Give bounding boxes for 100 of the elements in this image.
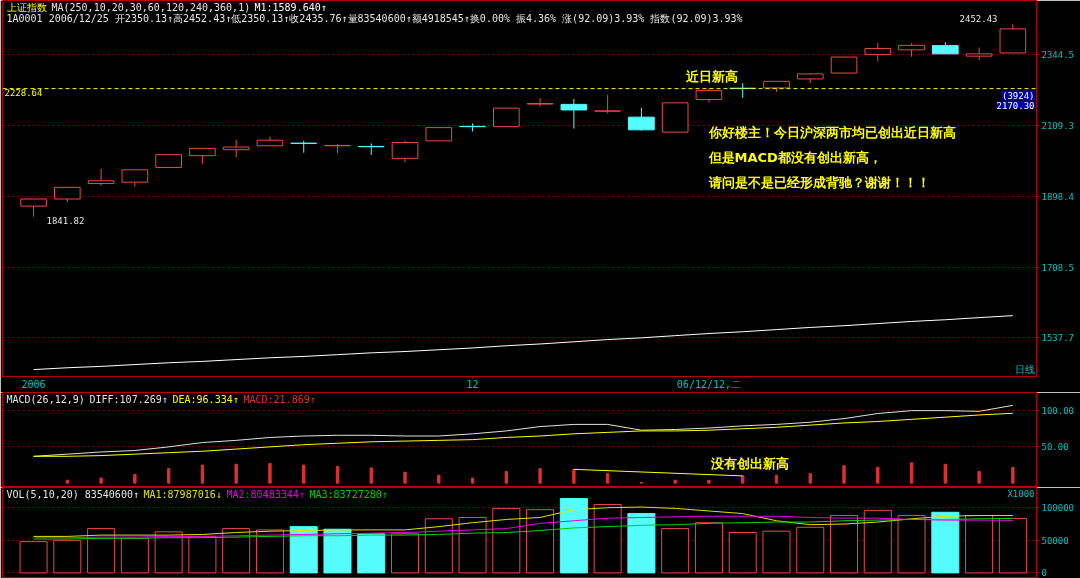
- x-tick-label: 2006: [21, 378, 46, 390]
- x-tick-label: 06/12/12,二: [676, 378, 742, 390]
- annotation: 没有创出新高: [709, 455, 789, 471]
- bar: [538, 468, 542, 484]
- annotation: 请问是不是已经形成背驰？谢谢！！！: [707, 174, 930, 190]
- annotation: 近日新高: [684, 68, 738, 84]
- bar: [876, 466, 880, 484]
- y-tick-label: 100000: [1041, 503, 1075, 514]
- line-series: [33, 506, 1014, 537]
- line-series: [33, 404, 1014, 457]
- annotation: 2452.43: [959, 13, 998, 24]
- bar: [673, 479, 677, 484]
- line-series: [33, 412, 1014, 457]
- bar: [200, 464, 205, 484]
- bar: [605, 473, 610, 484]
- bar: [909, 462, 914, 484]
- candlestick: [526, 97, 554, 108]
- y-tick-label: 1537.7: [1041, 333, 1075, 344]
- bar: [830, 515, 859, 574]
- bar: [437, 474, 441, 484]
- bar: [302, 464, 306, 484]
- annotation: 你好楼主！今日沪深两市均已创出近日新高: [707, 124, 956, 140]
- bar: [222, 528, 251, 574]
- bar: [694, 522, 723, 574]
- y-tick-label: 1898.4: [1041, 191, 1075, 202]
- bar: [931, 511, 960, 574]
- bar: [842, 465, 846, 484]
- bar: [572, 468, 576, 484]
- bar: [99, 477, 103, 484]
- bar: [808, 473, 812, 484]
- ref-line-label: 2228.64: [4, 87, 43, 98]
- chart-title: 上证指数: [6, 1, 47, 13]
- candlestick: [560, 98, 588, 130]
- bar: [774, 474, 779, 484]
- bar: [863, 509, 892, 574]
- y-tick-label: 50000: [1041, 535, 1069, 546]
- bar: [53, 539, 82, 574]
- bar: [289, 526, 318, 574]
- bar: [133, 473, 137, 484]
- bar: [897, 515, 926, 574]
- line-series: [33, 315, 1014, 371]
- candlestick: [594, 94, 621, 114]
- annotation: 日线: [1014, 363, 1035, 375]
- y-tick-label: 2109.3: [1041, 121, 1075, 132]
- chart-title: VOL(5,10,20) 83540600↑: [6, 488, 139, 500]
- bar: [369, 467, 373, 484]
- bar: [741, 475, 745, 484]
- bar: [188, 535, 217, 574]
- bar: [391, 533, 420, 574]
- bar: [998, 517, 1027, 574]
- y-tick-label: 1708.5: [1041, 262, 1075, 273]
- bar: [627, 513, 656, 574]
- bar: [707, 479, 711, 484]
- bar: [166, 468, 171, 484]
- bar: [977, 471, 981, 484]
- y-tick-label: 100.00: [1041, 406, 1075, 417]
- bar: [470, 477, 475, 484]
- bar: [1011, 466, 1015, 484]
- candlestick: [87, 168, 115, 187]
- bar: [492, 507, 521, 574]
- text: DIFF:107.269↑: [89, 393, 168, 405]
- bar: [458, 517, 487, 574]
- bar: [661, 528, 690, 574]
- y-tick-label: 2344.5: [1041, 50, 1075, 61]
- bar: [357, 533, 386, 574]
- bar: [943, 463, 948, 484]
- annotation: 1A0001 2006/12/25 开2350.13↑高2452.43↑低2350.13↑收2435.76↑量83540600↑额4918545↑换0.00% 振4.36% 涨(92.09)3.93% 指数(92.09)3.93%: [6, 12, 743, 24]
- annotation: X1000: [1007, 488, 1035, 499]
- bar: [504, 471, 509, 484]
- annotation: 2170.30: [996, 100, 1035, 111]
- text: MA2:80483344↑: [226, 488, 305, 500]
- text: M1:1589.640↑: [254, 1, 327, 13]
- bar: [424, 518, 453, 574]
- chart-subtitle: MA(250,10,20,30,60,120,240,360,1): [51, 1, 251, 13]
- bar: [87, 528, 116, 574]
- bar: [268, 463, 272, 484]
- text: DEA:96.334↑: [172, 393, 239, 405]
- bar: [559, 498, 588, 574]
- text: MACD:21.869↑: [243, 393, 316, 405]
- annotation: (3924): [1001, 90, 1035, 101]
- bar: [526, 509, 555, 574]
- bar: [19, 541, 48, 574]
- bar: [796, 526, 825, 574]
- bar: [120, 537, 149, 574]
- candlestick: [965, 47, 993, 61]
- y-tick-label: 50.00: [1041, 442, 1069, 453]
- bar: [234, 463, 238, 484]
- x-tick-label: 12: [466, 378, 479, 390]
- annotation: 1841.82: [46, 215, 85, 226]
- bar: [593, 503, 622, 574]
- bar: [335, 465, 340, 484]
- y-tick-label: 0: [1041, 568, 1047, 578]
- bar: [965, 515, 994, 574]
- chart-title: MACD(26,12,9): [6, 393, 85, 405]
- annotation: 但是MACD都没有创出新高，: [707, 149, 882, 165]
- text: MA3:83727280↑: [309, 488, 388, 500]
- bar: [762, 530, 791, 574]
- text: MA1:87987016↓: [143, 488, 222, 500]
- bar: [728, 532, 757, 574]
- bar: [403, 471, 407, 484]
